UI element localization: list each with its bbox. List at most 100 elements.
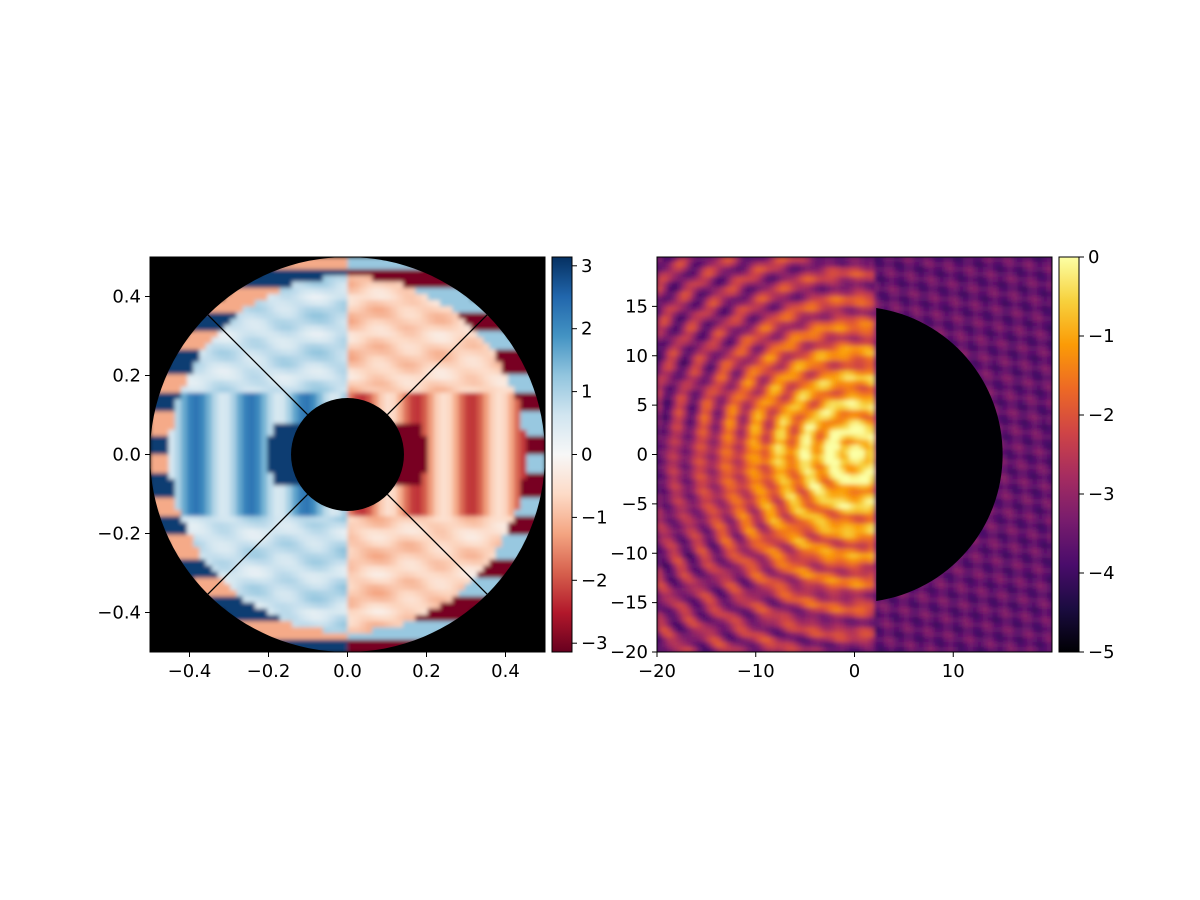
psf-cell — [859, 261, 865, 268]
phase-map-cell — [440, 540, 447, 548]
phase-map-cell — [396, 380, 404, 388]
phase-map-cell — [285, 380, 293, 388]
phase-map-cell — [347, 312, 355, 320]
phase-map-cell — [273, 516, 281, 523]
psf-cell — [1007, 316, 1014, 322]
psf-cell — [938, 296, 944, 303]
psf-cell — [849, 291, 856, 298]
phase-map-cell — [285, 584, 293, 591]
phase-map-cell — [458, 497, 466, 505]
psf-cell — [859, 321, 865, 327]
phase-map-cell — [335, 368, 342, 375]
phase-map-cell — [328, 263, 336, 270]
phase-map-cell — [433, 435, 441, 443]
phase-map-cell — [427, 374, 435, 382]
phase-map-cell — [168, 368, 176, 375]
phase-map-cell — [489, 534, 497, 542]
phase-map-cell — [217, 331, 225, 338]
phase-map-cell — [279, 497, 287, 505]
psf-cell — [731, 365, 737, 372]
psf-cell — [913, 311, 920, 317]
phase-map-cell — [174, 528, 182, 536]
psf-cell — [953, 291, 959, 298]
phase-map-cell — [230, 528, 238, 536]
phase-map-cell — [452, 349, 460, 357]
phase-map-cell — [396, 269, 404, 277]
psf-cell — [750, 291, 757, 298]
phase-map-cell — [440, 380, 447, 388]
phase-map-cell — [248, 602, 256, 610]
phase-map-cell — [205, 374, 213, 382]
phase-map-cell — [452, 312, 460, 320]
phase-map-cell — [211, 398, 219, 406]
phase-map-cell — [347, 269, 355, 277]
phase-map-cell — [285, 540, 293, 548]
phase-map-cell — [489, 368, 497, 375]
psf-cell — [657, 276, 663, 283]
psf-cell — [736, 316, 742, 322]
psf-cell — [711, 257, 717, 263]
phase-map-cell — [347, 300, 355, 307]
phase-map-cell — [273, 337, 281, 345]
psf-cell — [760, 296, 767, 303]
psf-cell — [676, 321, 683, 327]
phase-map-cell — [514, 361, 521, 369]
psf-cell — [780, 266, 786, 273]
phase-map-cell — [254, 559, 262, 567]
phase-map-cell — [261, 324, 268, 332]
psf-cell — [790, 306, 796, 312]
psf-cell — [795, 306, 801, 312]
phase-map-cell — [248, 479, 256, 486]
psf-cell — [780, 261, 786, 268]
phase-map-cell — [372, 534, 379, 542]
phase-map-cell — [168, 510, 176, 517]
phase-map-cell — [261, 503, 268, 511]
phase-map-cell — [446, 392, 454, 400]
phase-map-cell — [335, 392, 342, 400]
phase-map-cell — [440, 448, 447, 456]
phase-map-cell — [507, 510, 515, 517]
phase-map-cell — [464, 355, 472, 363]
psf-cell — [982, 340, 989, 347]
psf-cell — [716, 301, 722, 307]
psf-cell — [1022, 350, 1028, 357]
psf-cell — [810, 291, 816, 298]
phase-map-cell — [230, 602, 238, 610]
phase-map-cell — [180, 398, 188, 406]
phase-map-cell — [440, 584, 447, 591]
phase-map-cell — [273, 429, 281, 437]
phase-map-cell — [464, 503, 472, 511]
phase-map-cell — [520, 374, 528, 382]
psf-cell — [740, 326, 747, 332]
phase-map-cell — [180, 473, 188, 480]
psf-cell — [661, 360, 668, 367]
phase-map-cell — [409, 614, 416, 622]
phase-map-cell — [205, 577, 213, 585]
phase-map-cell — [427, 466, 435, 474]
psf-cell — [1037, 261, 1043, 268]
phase-map-cell — [341, 559, 349, 567]
phase-map-cell — [501, 343, 509, 351]
psf-cell — [1042, 321, 1048, 327]
psf-cell — [726, 257, 732, 263]
phase-map-cell — [328, 337, 336, 345]
phase-map-cell — [483, 528, 491, 536]
phase-map-cell — [470, 349, 478, 357]
phase-map-cell — [211, 435, 219, 443]
psf-cell — [977, 321, 984, 327]
phase-map-cell — [205, 571, 213, 579]
phase-map-cell — [440, 318, 447, 326]
psf-cell — [805, 340, 811, 347]
phase-map-cell — [409, 485, 416, 493]
phase-map-cell — [489, 479, 497, 486]
phase-map-cell — [464, 380, 472, 388]
phase-map-cell — [261, 448, 268, 456]
psf-cell — [834, 340, 841, 347]
phase-map-cell — [291, 639, 299, 647]
phase-map-cell — [291, 614, 299, 622]
psf-cell — [948, 271, 954, 278]
phase-map-cell — [390, 269, 398, 277]
psf-cell — [987, 306, 994, 312]
psf-cell — [790, 365, 796, 372]
phase-map-cell — [254, 596, 262, 604]
